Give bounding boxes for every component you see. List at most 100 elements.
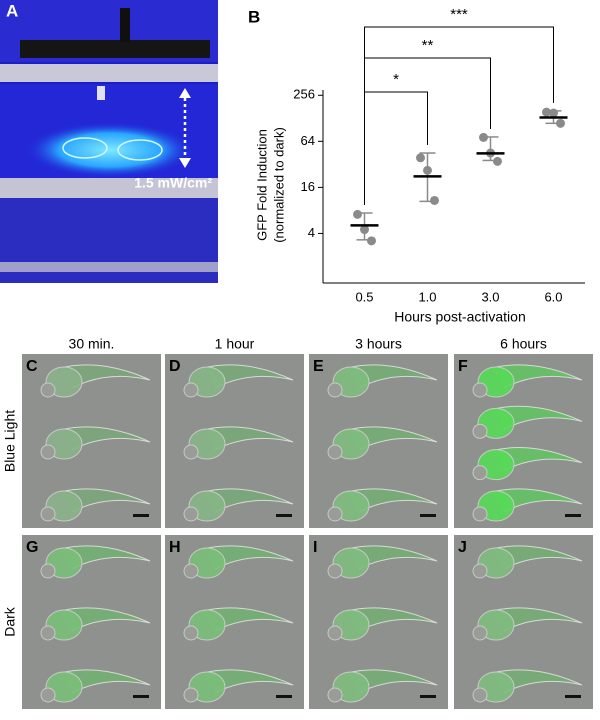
data-point	[367, 236, 376, 246]
embryo-head	[472, 687, 488, 703]
panel-letter: H	[169, 539, 181, 556]
data-point	[542, 107, 551, 117]
scale-bar	[133, 695, 149, 698]
y-tick-label: 64	[301, 133, 315, 148]
embryo-head	[472, 382, 488, 398]
embryo-head	[327, 506, 343, 522]
embryo-head	[472, 625, 488, 641]
scale-bar	[276, 514, 292, 517]
embryo-head	[472, 506, 488, 522]
embryo-tail	[491, 545, 583, 570]
embryo-tail	[59, 364, 151, 389]
embryo-head	[183, 382, 199, 398]
panel-letter: E	[313, 358, 324, 375]
embryo-tail	[59, 488, 151, 513]
data-point	[479, 132, 488, 142]
embryo-tail	[346, 607, 438, 632]
embryo-head	[327, 563, 343, 579]
embryo-tail	[202, 545, 294, 570]
embryo-head	[183, 563, 199, 579]
data-point	[549, 108, 558, 118]
panel-letter: C	[26, 358, 38, 375]
embryo-head	[183, 625, 199, 641]
embryo-head	[40, 506, 56, 522]
embryo-tail	[202, 426, 294, 451]
embryo-head	[40, 444, 56, 460]
embryo-tail	[346, 364, 438, 389]
embryo-tail	[491, 669, 583, 694]
micrograph: C	[22, 354, 161, 528]
panel-letter: G	[26, 539, 38, 556]
data-point	[493, 156, 502, 166]
data-point	[430, 195, 439, 205]
embryo-tail	[202, 488, 294, 513]
y-tick-label: 16	[301, 179, 315, 194]
micrograph: G	[22, 535, 161, 709]
y-tick-label: 256	[293, 87, 315, 102]
panel-letter: A	[6, 1, 18, 20]
embryo-tail	[491, 447, 583, 472]
annotation: 1.5 mW/cm²	[134, 175, 212, 191]
row-label: Dark	[2, 606, 18, 637]
data-point	[423, 165, 432, 175]
micrograph: H	[165, 535, 304, 709]
embryo-head	[327, 382, 343, 398]
significance-label: ***	[450, 6, 468, 23]
embryo-head	[40, 687, 56, 703]
embryo-head	[327, 444, 343, 460]
embryo-tail	[202, 607, 294, 632]
significance-bracket	[364, 91, 428, 206]
significance-label: **	[422, 37, 434, 54]
embryo-head	[40, 382, 56, 398]
micrograph: D	[165, 354, 304, 528]
embryo-tail	[491, 607, 583, 632]
embryo-tail	[202, 669, 294, 694]
scale-bar	[276, 695, 292, 698]
x-tick-label: 1.0	[418, 289, 436, 304]
significance-bracket	[364, 26, 554, 206]
scale-bar	[565, 695, 581, 698]
column-header: 6 hours	[500, 336, 547, 352]
embryo-tail	[59, 669, 151, 694]
embryo-head	[40, 625, 56, 641]
data-point	[416, 153, 425, 163]
significance-label: *	[393, 71, 399, 88]
y-tick-label: 4	[308, 225, 315, 240]
panel-letter: J	[458, 539, 467, 556]
x-tick-label: 3.0	[481, 289, 499, 304]
embryo-tail	[59, 607, 151, 632]
embryo-tail	[346, 426, 438, 451]
embryo-head	[183, 687, 199, 703]
scale-bar	[133, 514, 149, 517]
data-point	[556, 118, 565, 128]
embryo-head	[472, 563, 488, 579]
column-header: 30 min.	[69, 336, 115, 352]
embryo-head	[472, 423, 488, 439]
x-tick-label: 0.5	[355, 289, 373, 304]
embryo-tail	[202, 364, 294, 389]
photo-a: A 1.5 mW/cm²	[0, 0, 218, 283]
x-tick-label: 6.0	[544, 289, 562, 304]
panel-letter: I	[313, 539, 317, 556]
micrograph: E	[309, 354, 448, 528]
embryo-head	[40, 563, 56, 579]
data-point	[353, 209, 362, 219]
embryo-tail	[491, 364, 583, 389]
micrograph: F	[454, 354, 593, 528]
embryo-head	[327, 687, 343, 703]
embryo-head	[183, 506, 199, 522]
embryo-tail	[491, 488, 583, 513]
panel-letter: F	[458, 358, 468, 375]
scale-bar	[565, 514, 581, 517]
x-axis-title: Hours post-activation	[394, 309, 526, 325]
embryo-head	[472, 465, 488, 481]
embryo-tail	[346, 669, 438, 694]
micrograph: J	[454, 535, 593, 709]
scale-bar	[420, 514, 436, 517]
row-label: Blue Light	[2, 410, 18, 472]
micrograph: I	[309, 535, 448, 709]
embryo-tail	[346, 488, 438, 513]
column-header: 3 hours	[355, 336, 402, 352]
column-header: 1 hour	[215, 336, 255, 352]
